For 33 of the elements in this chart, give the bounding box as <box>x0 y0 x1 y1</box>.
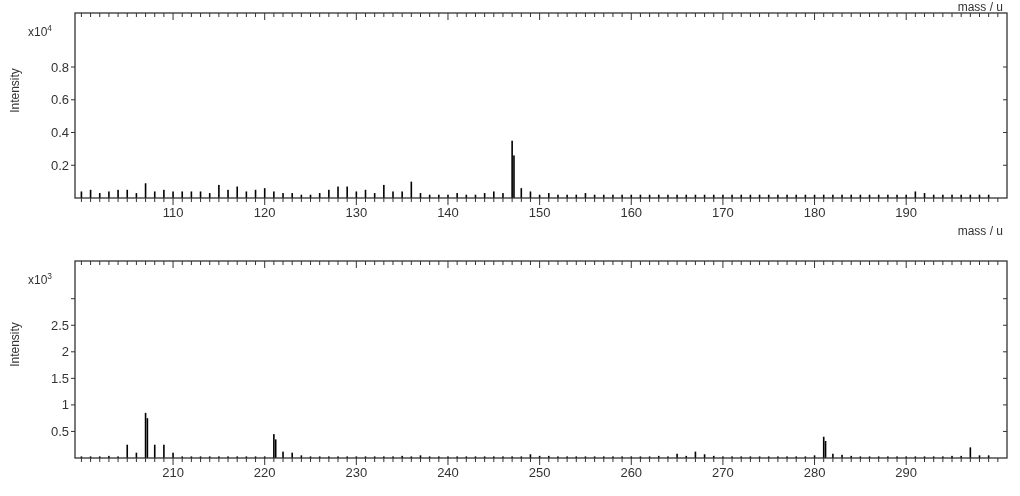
y-tick-label: 2 <box>61 344 69 360</box>
y-tick-label: 0.8 <box>50 59 69 75</box>
y-tick-label: 0.5 <box>50 424 69 439</box>
y-tick-label: 1 <box>61 397 69 413</box>
x-tick-label: 110 <box>162 205 184 220</box>
x-axis-title: mass / u <box>957 224 1003 238</box>
x-tick-label: 130 <box>345 205 368 220</box>
x-tick-label: 270 <box>712 465 734 480</box>
x-tick-label: 260 <box>620 465 643 480</box>
x-tick-label: 140 <box>437 205 459 220</box>
x-tick-label: 120 <box>253 205 276 220</box>
x-tick-label: 150 <box>528 205 551 220</box>
x-tick-label: 190 <box>895 205 918 220</box>
y-tick-label: 1.5 <box>50 370 69 386</box>
x-tick-label: 230 <box>345 465 368 480</box>
x-tick-label: 250 <box>528 465 551 480</box>
y-tick-label: 2.5 <box>50 317 69 333</box>
y-axis-title: Intensity <box>8 68 22 113</box>
annotation: mass / u <box>957 0 1003 14</box>
y-tick-label: 0.6 <box>50 92 69 108</box>
x-tick-label: 180 <box>803 205 826 220</box>
y-tick-label: 0.2 <box>50 157 69 173</box>
x-tick-label: 210 <box>162 465 184 480</box>
text: x10$^{3}$ <box>28 271 53 287</box>
x-tick-label: 170 <box>712 205 734 220</box>
y-tick-label: 0.4 <box>50 125 69 141</box>
text: x10$^{4}$ <box>28 23 53 39</box>
y-axis-title: Intensity <box>8 322 22 367</box>
x-tick-label: 240 <box>437 465 459 480</box>
x-tick-label: 220 <box>253 465 276 480</box>
x-tick-label: 290 <box>895 465 918 480</box>
x-tick-label: 280 <box>803 465 826 480</box>
x-tick-label: 160 <box>620 205 643 220</box>
